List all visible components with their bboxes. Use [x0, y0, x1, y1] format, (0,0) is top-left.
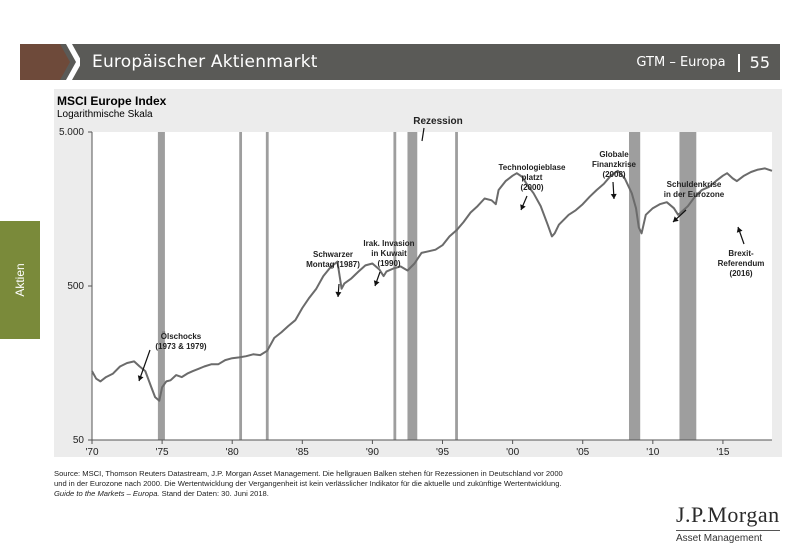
- annotation-arrowhead: [736, 227, 743, 233]
- page-title: Europäischer Aktienmarkt: [92, 52, 318, 72]
- recession-bar: [265, 132, 269, 440]
- footnote: Source: MSCI, Thomson Reuters Datastream…: [54, 469, 654, 499]
- y-tick-label: 500: [67, 281, 84, 292]
- recession-bar: [239, 132, 243, 440]
- side-tab[interactable]: [0, 221, 40, 339]
- footnote-line-1: Source: MSCI, Thomson Reuters Datastream…: [54, 469, 563, 478]
- annotation-text: in Kuwait: [371, 249, 407, 258]
- x-tick-label: '70: [85, 447, 98, 458]
- recession-bar: [407, 132, 418, 440]
- logo-sub: Asset Management: [676, 533, 763, 544]
- annotation-arrowhead: [520, 204, 526, 210]
- section-label: GTM – Europa: [636, 55, 726, 70]
- annotation-text: Montag (1987): [306, 260, 360, 269]
- footnote-source-title: Guide to the Markets – Europa.: [54, 489, 160, 498]
- recession-bar: [157, 132, 165, 440]
- x-tick-label: '95: [436, 447, 449, 458]
- annotation-text: (1990): [377, 259, 400, 268]
- header-bar: [20, 44, 780, 80]
- annotation-text: (2008): [602, 170, 625, 179]
- footnote-line-2: und in der Eurozone nach 2000. Die Werte…: [54, 479, 562, 488]
- annotation-text: Schuldenkrise: [667, 180, 722, 189]
- footnote-line-3: Guide to the Markets – Europa. Stand der…: [54, 489, 654, 499]
- series-line: [91, 167, 773, 402]
- y-tick-label: 50: [73, 435, 85, 446]
- chart-subtitle: Logarithmische Skala: [57, 109, 153, 120]
- page-number: 55: [749, 53, 770, 72]
- jpmorgan-logo: J.P.Morgan Asset Management: [676, 502, 780, 544]
- annotation-text: Technologieblase: [499, 163, 567, 172]
- recession-bar: [679, 132, 697, 440]
- recession-bar: [393, 132, 397, 440]
- chart-title: MSCI Europe Index: [57, 94, 167, 108]
- header-right: GTM – Europa 55: [636, 53, 770, 72]
- recession-label: Rezession: [413, 116, 462, 127]
- y-tick-label: 5.000: [59, 127, 84, 138]
- x-tick-label: '85: [296, 447, 309, 458]
- annotation-text: in der Eurozone: [664, 190, 725, 199]
- x-tick-label: '05: [576, 447, 589, 458]
- annotation-arrowhead: [673, 216, 679, 222]
- logo-rule: [676, 530, 780, 531]
- annotation-arrowhead: [335, 291, 342, 297]
- annotation-text: Ölschocks: [161, 332, 202, 341]
- annotation-arrow: [138, 349, 151, 382]
- annotation-text: (2000): [520, 183, 543, 192]
- x-tick-label: '00: [506, 447, 519, 458]
- x-tick-label: '75: [156, 447, 169, 458]
- annotation-text: (2016): [729, 269, 752, 278]
- annotation-text: (1973 & 1979): [155, 342, 206, 351]
- annotation-text: Brexit-: [728, 249, 754, 258]
- x-tick-label: '90: [366, 447, 379, 458]
- annotation-text: Referendum: [718, 259, 765, 268]
- header-accent-chevron: [20, 44, 80, 80]
- x-tick-label: '80: [226, 447, 239, 458]
- footnote-date: Stand der Daten: 30. Juni 2018.: [159, 489, 269, 498]
- x-tick-label: '10: [646, 447, 659, 458]
- plot-area: [92, 132, 772, 440]
- annotation-arrowhead: [373, 280, 380, 286]
- annotation-text: platzt: [522, 173, 543, 182]
- annotation-text: Schwarzer: [313, 250, 353, 259]
- recession-label-arrow: [421, 127, 425, 142]
- annotation-text: Finanzkrise: [592, 160, 637, 169]
- annotation-arrowhead: [610, 193, 617, 199]
- logo-main: J.P.Morgan: [676, 502, 780, 527]
- header-divider: [737, 53, 740, 72]
- annotation-text: Irak. Invasion: [363, 239, 414, 248]
- annotation-arrowhead: [137, 375, 144, 381]
- annotation-text: Globale: [599, 150, 629, 159]
- recession-bar: [455, 132, 458, 440]
- recession-bar: [628, 132, 641, 440]
- x-tick-label: '15: [716, 447, 729, 458]
